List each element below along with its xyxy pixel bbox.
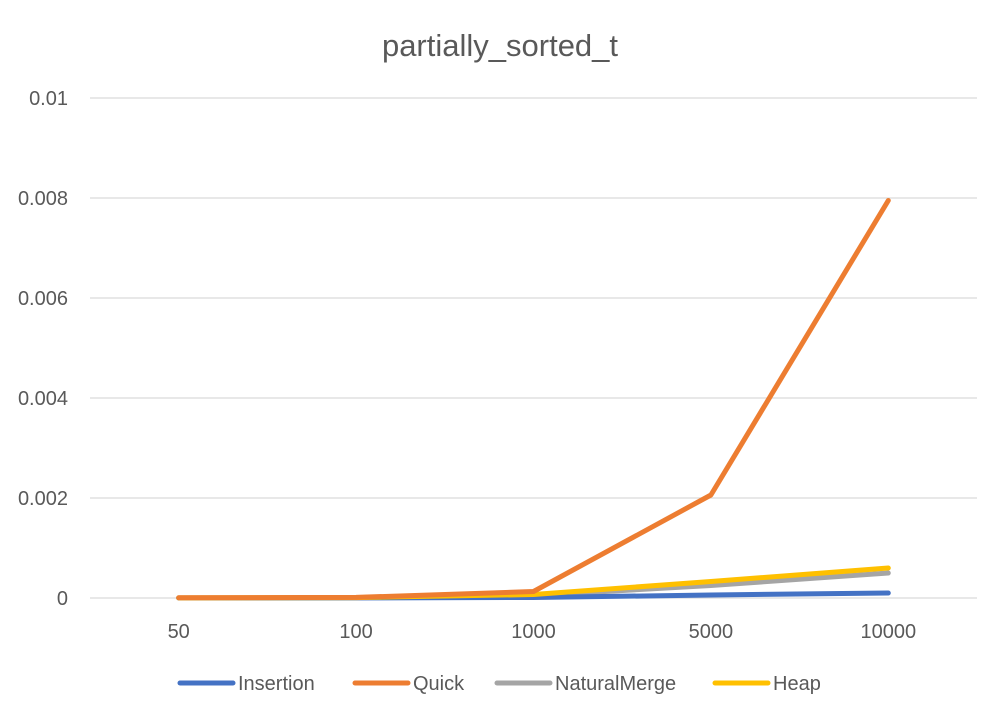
legend-label: Insertion <box>238 673 315 695</box>
gridlines <box>90 97 977 599</box>
y-axis-ticks: 0 0.002 0.004 0.006 0.008 0.01 <box>18 88 68 610</box>
x-tick-label: 1000 <box>511 621 556 643</box>
legend: Insertion Quick NaturalMerge Heap <box>177 673 821 695</box>
x-tick-label: 10000 <box>860 621 916 643</box>
x-tick-label: 5000 <box>689 621 734 643</box>
x-tick-label: 50 <box>168 621 190 643</box>
x-tick-label: 100 <box>339 621 372 643</box>
y-tick-label: 0 <box>57 588 68 610</box>
chart-title: partially_sorted_t <box>382 28 618 63</box>
y-tick-label: 0.006 <box>18 288 68 310</box>
series-line-quick <box>176 198 891 601</box>
legend-label: Quick <box>413 673 465 695</box>
y-tick-label: 0.008 <box>18 188 68 210</box>
x-axis-ticks: 50 100 1000 5000 10000 <box>168 621 917 643</box>
legend-label: NaturalMerge <box>555 673 676 695</box>
y-tick-label: 0.004 <box>18 388 68 410</box>
series-lines <box>176 198 891 601</box>
y-tick-label: 0.002 <box>18 488 68 510</box>
y-tick-label: 0.01 <box>29 88 68 110</box>
legend-label: Heap <box>773 673 821 695</box>
